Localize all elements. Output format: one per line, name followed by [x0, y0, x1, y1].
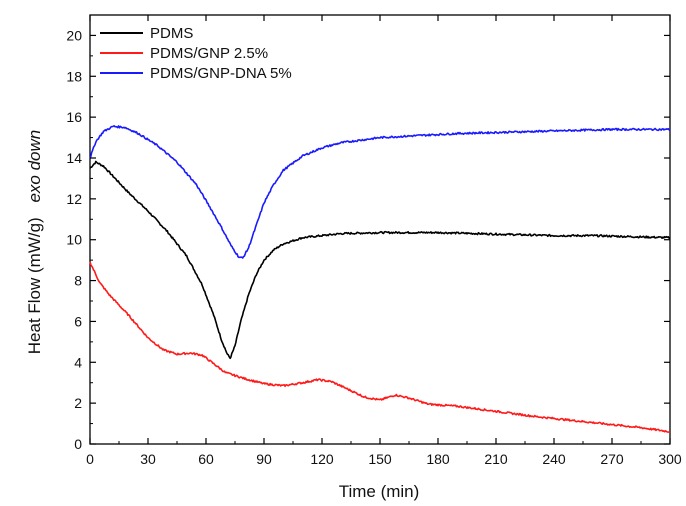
- y-tick-label: 12: [66, 191, 82, 207]
- y-tick-label: 8: [74, 273, 82, 289]
- y-tick-label: 2: [74, 395, 82, 411]
- y-tick-label: 0: [74, 436, 82, 452]
- y-tick-label: 10: [66, 232, 82, 248]
- y-tick-label: 4: [74, 354, 82, 370]
- y-axis-title: Heat Flow (mW/g) exo down: [25, 130, 44, 354]
- series-line-1: [89, 160, 671, 360]
- y-tick-label: 6: [74, 313, 82, 329]
- x-tick-label: 0: [86, 451, 94, 467]
- y-tick-label: 20: [66, 27, 82, 43]
- y-tick-label: 18: [66, 68, 82, 84]
- y-tick-label: 16: [66, 109, 82, 125]
- x-tick-label: 180: [426, 451, 450, 467]
- y-axis-title-note: exo down: [25, 130, 44, 203]
- x-tick-label: 90: [256, 451, 272, 467]
- legend-label: PDMS/GNP 2.5%: [150, 45, 268, 62]
- x-tick-label: 120: [310, 451, 334, 467]
- x-tick-label: 300: [658, 451, 682, 467]
- legend: PDMS PDMS/GNP 2.5% PDMS/GNP-DNA 5%: [100, 25, 292, 82]
- legend-label: PDMS: [150, 25, 193, 42]
- legend-label: PDMS/GNP-DNA 5%: [150, 65, 292, 82]
- y-axis-title-main: Heat Flow (mW/g): [25, 217, 44, 354]
- x-tick-label: 240: [542, 451, 566, 467]
- series-layer: [89, 125, 671, 433]
- series-line-2: [89, 261, 671, 433]
- x-tick-label: 150: [368, 451, 392, 467]
- x-axis-title: Time (min): [339, 482, 420, 501]
- x-tick-label: 210: [484, 451, 508, 467]
- x-tick-label: 60: [198, 451, 214, 467]
- y-tick-label: 14: [66, 150, 82, 166]
- x-tick-label: 270: [600, 451, 624, 467]
- axes-layer: 0 30 60 90 120 150 180 210 240 270 300 0 2 4 6 8 10 12 14 1…: [66, 15, 682, 467]
- x-tick-label: 30: [140, 451, 156, 467]
- series-line-3: [89, 125, 671, 259]
